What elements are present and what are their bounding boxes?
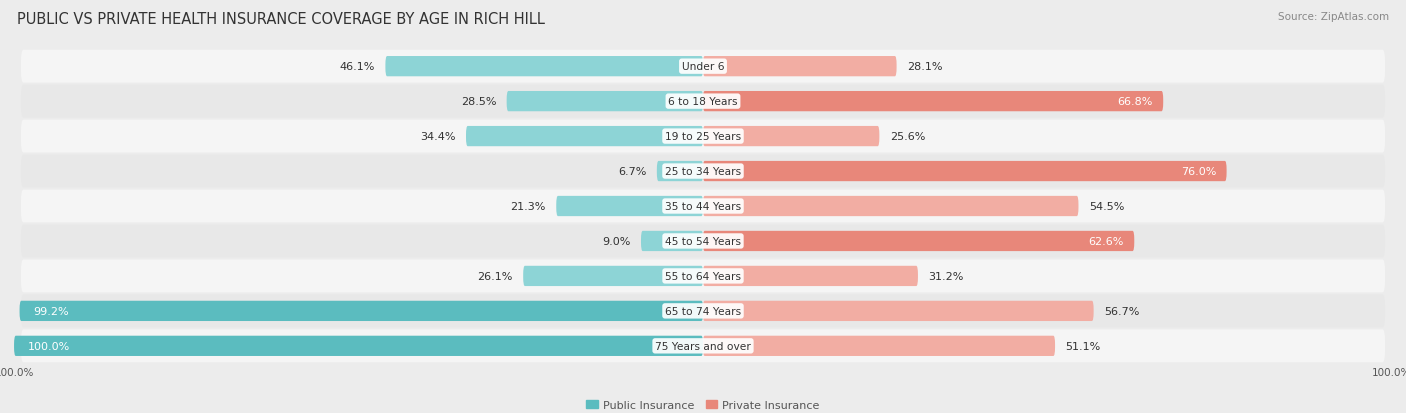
Text: 25.6%: 25.6% bbox=[890, 132, 925, 142]
FancyBboxPatch shape bbox=[703, 92, 1163, 112]
Text: 21.3%: 21.3% bbox=[510, 202, 546, 211]
FancyBboxPatch shape bbox=[21, 85, 1385, 118]
FancyBboxPatch shape bbox=[703, 231, 1135, 252]
Text: 45 to 54 Years: 45 to 54 Years bbox=[665, 236, 741, 247]
Text: 62.6%: 62.6% bbox=[1088, 236, 1123, 247]
Text: 34.4%: 34.4% bbox=[420, 132, 456, 142]
Text: 46.1%: 46.1% bbox=[340, 62, 375, 72]
FancyBboxPatch shape bbox=[641, 231, 703, 252]
FancyBboxPatch shape bbox=[523, 266, 703, 286]
Text: 56.7%: 56.7% bbox=[1104, 306, 1139, 316]
FancyBboxPatch shape bbox=[385, 57, 703, 77]
Text: 6 to 18 Years: 6 to 18 Years bbox=[668, 97, 738, 107]
Text: 66.8%: 66.8% bbox=[1118, 97, 1153, 107]
Text: 76.0%: 76.0% bbox=[1181, 166, 1216, 177]
Text: 26.1%: 26.1% bbox=[478, 271, 513, 281]
Legend: Public Insurance, Private Insurance: Public Insurance, Private Insurance bbox=[582, 395, 824, 413]
Text: 51.1%: 51.1% bbox=[1066, 341, 1101, 351]
FancyBboxPatch shape bbox=[14, 336, 703, 356]
FancyBboxPatch shape bbox=[506, 92, 703, 112]
FancyBboxPatch shape bbox=[21, 225, 1385, 258]
Text: 99.2%: 99.2% bbox=[34, 306, 69, 316]
FancyBboxPatch shape bbox=[465, 127, 703, 147]
FancyBboxPatch shape bbox=[21, 190, 1385, 223]
FancyBboxPatch shape bbox=[21, 120, 1385, 153]
Text: 19 to 25 Years: 19 to 25 Years bbox=[665, 132, 741, 142]
FancyBboxPatch shape bbox=[703, 57, 897, 77]
FancyBboxPatch shape bbox=[703, 301, 1094, 321]
FancyBboxPatch shape bbox=[703, 127, 879, 147]
Text: PUBLIC VS PRIVATE HEALTH INSURANCE COVERAGE BY AGE IN RICH HILL: PUBLIC VS PRIVATE HEALTH INSURANCE COVER… bbox=[17, 12, 544, 27]
Text: 25 to 34 Years: 25 to 34 Years bbox=[665, 166, 741, 177]
Text: 28.5%: 28.5% bbox=[461, 97, 496, 107]
Text: 6.7%: 6.7% bbox=[619, 166, 647, 177]
FancyBboxPatch shape bbox=[703, 197, 1078, 216]
FancyBboxPatch shape bbox=[21, 51, 1385, 83]
FancyBboxPatch shape bbox=[21, 330, 1385, 362]
FancyBboxPatch shape bbox=[21, 155, 1385, 188]
Text: 100.0%: 100.0% bbox=[28, 341, 70, 351]
FancyBboxPatch shape bbox=[21, 295, 1385, 328]
Text: 31.2%: 31.2% bbox=[928, 271, 963, 281]
FancyBboxPatch shape bbox=[657, 161, 703, 182]
Text: 65 to 74 Years: 65 to 74 Years bbox=[665, 306, 741, 316]
FancyBboxPatch shape bbox=[21, 260, 1385, 293]
FancyBboxPatch shape bbox=[557, 197, 703, 216]
FancyBboxPatch shape bbox=[703, 161, 1226, 182]
Text: 54.5%: 54.5% bbox=[1088, 202, 1125, 211]
FancyBboxPatch shape bbox=[703, 336, 1054, 356]
Text: 35 to 44 Years: 35 to 44 Years bbox=[665, 202, 741, 211]
Text: Under 6: Under 6 bbox=[682, 62, 724, 72]
FancyBboxPatch shape bbox=[703, 266, 918, 286]
Text: 55 to 64 Years: 55 to 64 Years bbox=[665, 271, 741, 281]
Text: 9.0%: 9.0% bbox=[602, 236, 631, 247]
FancyBboxPatch shape bbox=[20, 301, 703, 321]
Text: Source: ZipAtlas.com: Source: ZipAtlas.com bbox=[1278, 12, 1389, 22]
Text: 75 Years and over: 75 Years and over bbox=[655, 341, 751, 351]
Text: 28.1%: 28.1% bbox=[907, 62, 942, 72]
